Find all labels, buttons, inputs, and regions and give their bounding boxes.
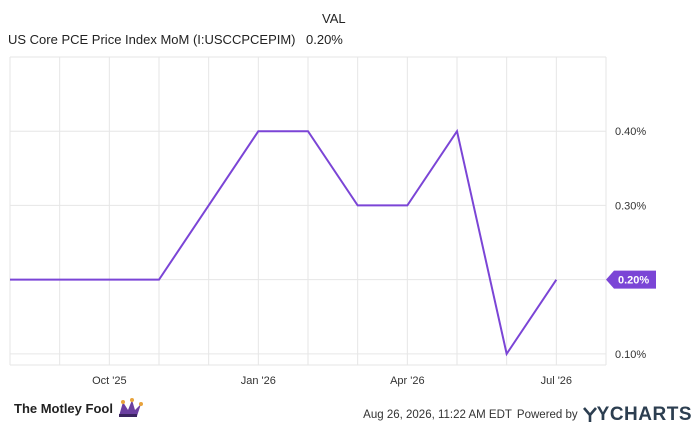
x-tick-label: Oct '25 — [92, 375, 127, 387]
y-tick-label: 0.40% — [615, 126, 646, 138]
ycharts-wordmark: YCHARTS — [596, 404, 692, 425]
grid — [9, 56, 607, 366]
last-value-tag — [606, 270, 656, 289]
legend-header: VAL — [322, 11, 346, 26]
x-tick-label: Jul '26 — [541, 375, 572, 387]
brand-name: The Motley Fool — [14, 400, 113, 416]
ycharts-y-icon — [582, 407, 597, 422]
x-tick-label: Apr '26 — [390, 375, 425, 387]
legend-series-value: 0.20% — [306, 32, 343, 47]
last-value-label: 0.20% — [606, 270, 656, 289]
x-tick-label: Jan '26 — [241, 375, 276, 387]
footer-attribution: Aug 26, 2026, 11:22 AM EDT Powered by YC… — [363, 404, 692, 426]
last-value-text: 0.20% — [618, 275, 649, 287]
jester-cap-icon — [118, 398, 143, 417]
y-tick-label: 0.30% — [615, 200, 646, 212]
series — [10, 128, 558, 357]
legend-series-label: US Core PCE Price Index MoM (I:USCCPCEPI… — [8, 32, 296, 47]
powered-by: Powered by — [516, 409, 578, 421]
y-tick-label: 0.10% — [615, 349, 646, 361]
motley-fool-logo: The Motley Fool — [10, 398, 143, 418]
series-line — [10, 128, 558, 357]
ycharts-logo: YCHARTS — [582, 404, 692, 426]
timestamp: Aug 26, 2026, 11:22 AM EDT — [363, 409, 512, 421]
